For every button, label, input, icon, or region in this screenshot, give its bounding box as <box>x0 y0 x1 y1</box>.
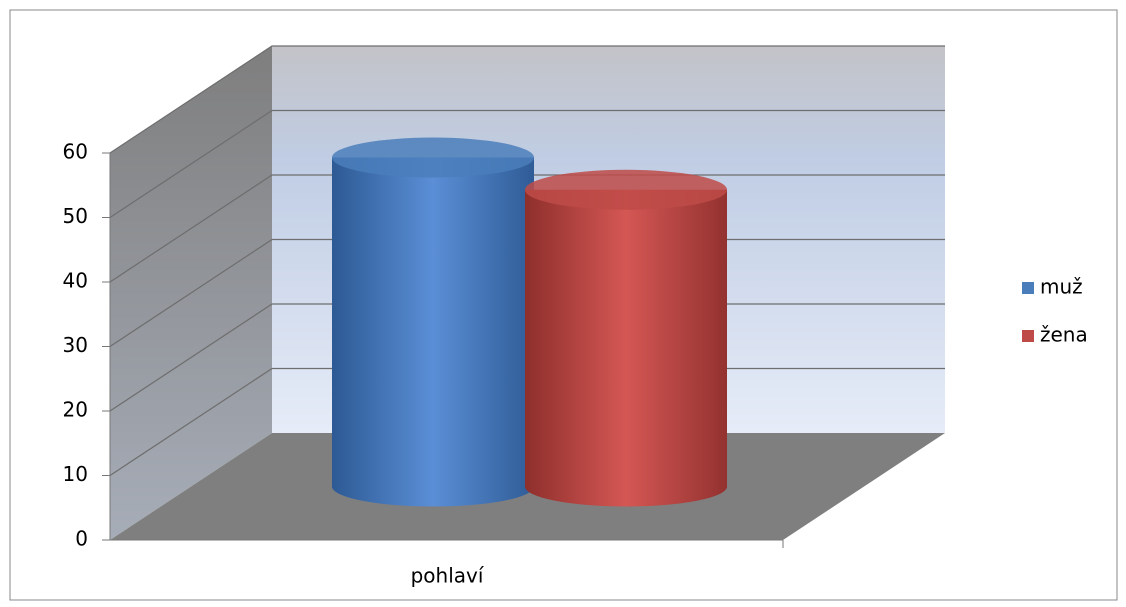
cylinder <box>332 137 534 507</box>
cylinder-body <box>332 157 534 507</box>
legend-swatch <box>1022 282 1034 294</box>
y-tick-label: 50 <box>63 204 88 228</box>
legend-swatch <box>1022 330 1034 342</box>
cylinder-top <box>332 137 534 178</box>
y-tick-label: 40 <box>63 269 88 293</box>
cylinder-top <box>525 169 727 210</box>
grid-line <box>109 109 945 219</box>
y-tick-label: 20 <box>63 398 88 422</box>
legend-label: žena <box>1040 323 1088 347</box>
y-tick-label: 10 <box>63 462 88 486</box>
x-tick-label: pohlaví <box>411 564 485 588</box>
y-tick-label: 30 <box>63 333 88 357</box>
cylinder <box>525 169 727 507</box>
y-tick-label: 60 <box>63 140 88 164</box>
legend-label: muž <box>1040 275 1083 299</box>
grid-line <box>109 174 945 283</box>
y-tick-label: 0 <box>75 527 88 551</box>
cylinder-body <box>525 189 727 507</box>
grid-line <box>109 45 945 154</box>
